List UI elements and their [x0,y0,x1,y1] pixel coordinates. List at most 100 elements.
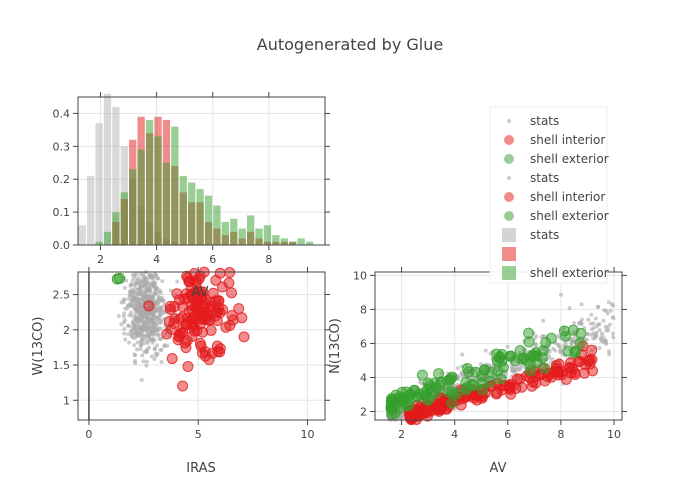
histogram-x-tick-label: 6 [209,253,216,266]
scatter-left-panel: 0 5 10 1 1.5 2 2.5 AV IRAS W(13CO) [31,266,330,476]
histogram-bar-shell-exterior [171,126,179,245]
histogram-bar-shell-exterior [289,241,297,245]
scatter-left-point-stats [158,290,163,295]
scatter-left-y-tick-label: 2.5 [53,289,71,302]
scatter-left-point-stats [156,301,161,306]
scatter-right-x-tick-label: 8 [557,428,564,441]
scatter-right-point-shell-exterior [386,394,398,406]
scatter-left-point-stats [148,337,153,342]
scatter-left-x-tick-label: 10 [301,428,315,441]
scatter-right-point-stats [585,332,590,337]
scatter-left-point-stats [138,347,143,352]
legend-entry-8-swatch [502,266,516,280]
histogram-bar-shell-exterior [162,162,171,245]
scatter-right-point-stats [550,357,555,362]
scatter-left-point-stats [122,331,127,336]
scatter-left-point-stats [148,317,153,322]
scatter-left-point-stats [143,287,148,292]
scatter-left-point-stats [129,329,134,334]
scatter-left-point-stats [155,276,160,281]
scatter-left-point-stats [119,322,124,327]
histogram-y-tick-label: 0.0 [53,239,71,252]
scatter-right-point-stats [594,324,599,329]
legend-entry-8-label: shell exterior [530,266,609,280]
histogram-bar-shell-exterior [103,231,112,245]
scatter-right-point-stats [604,328,609,333]
scatter-right-point-stats [596,304,601,309]
histogram-bar-shell-exterior [112,212,120,245]
scatter-right-point-shell-interior [491,386,503,398]
scatter-left-point-shell-interior [207,287,219,299]
scatter-right-point-stats [592,334,597,339]
scatter-left-point-stats [154,317,159,322]
scatter-left-point-stats [151,312,156,317]
scatter-right-point-shell-exterior [558,325,570,337]
scatter-right-point-shell-interior [552,365,564,377]
scatter-right-point-stats [460,352,465,357]
scatter-left-point-stats [137,287,142,292]
scatter-left-point-stats [144,363,149,368]
scatter-left-point-stats [135,306,140,311]
scatter-left-point-shell-interior [143,300,155,312]
scatter-left-point-shell-interior [166,353,178,365]
scatter-right-y-tick-label: 8 [360,303,367,316]
scatter-left-point-stats [134,333,139,338]
scatter-right-point-shell-exterior [422,394,434,406]
scatter-right-point-shell-interior [567,363,579,375]
scatter-left-point-shell-interior [212,295,224,307]
scatter-right-x-tick-label: 2 [398,428,405,441]
scatter-left-point-stats [141,295,146,300]
legend-entry-3-marker [507,176,511,180]
scatter-right-point-stats [419,381,424,386]
scatter-left-point-stats [150,297,155,302]
scatter-left-point-shell-interior [183,306,195,318]
scatter-right-point-shell-exterior [446,397,458,409]
scatter-right-point-stats [553,348,558,353]
scatter-left-point-stats [134,296,139,301]
legend-entry-0-marker [507,119,511,123]
scatter-left-point-stats [141,341,146,346]
scatter-left-point-stats [129,296,134,301]
scatter-left-point-shell-interior [164,300,176,312]
scatter-right-point-stats [559,292,564,297]
histogram-bar-shell-exterior [137,149,145,245]
scatter-left-frame [77,271,326,421]
scatter-left-point-shell-interior [203,354,215,366]
legend-entry-5-label: shell exterior [530,209,609,223]
scatter-left-point-stats [135,347,140,352]
scatter-right-point-shell-exterior [397,392,409,404]
scatter-right-panel: 2 4 6 8 10 2 4 6 8 10 AV N(13CO) [328,267,627,476]
scatter-right-xlabel: AV [490,461,507,476]
scatter-right-point-stats [399,413,404,418]
scatter-left-point-stats [145,293,150,298]
scatter-left-point-stats [159,359,164,364]
scatter-left-point-stats [127,301,132,306]
histogram-bar-shell-exterior [305,241,314,245]
scatter-left-point-stats [161,344,166,349]
scatter-right-point-shell-exterior [429,377,441,389]
scatter-left-point-stats [139,326,144,331]
scatter-right-point-stats [505,344,510,349]
chart-title: Autogenerated by Glue [257,35,443,54]
scatter-right-point-stats [588,321,593,326]
scatter-right-point-stats [569,341,574,346]
scatter-left-point-shell-interior [188,325,200,337]
scatter-right-point-shell-exterior [422,383,434,395]
scatter-left-point-stats [155,324,160,329]
scatter-left-point-stats [165,343,170,348]
scatter-right-point-shell-exterior [389,407,401,419]
scatter-right-point-stats [606,300,611,305]
scatter-right-point-shell-interior [539,375,551,387]
scatter-right-point-shell-exterior [527,349,539,361]
scatter-left-point-stats [116,314,121,319]
scatter-left-point-shell-interior [182,272,194,284]
scatter-right-y-tick-label: 10 [353,269,367,282]
histogram-bar-shell-exterior [263,225,272,245]
scatter-left-point-stats [144,349,149,354]
scatter-left-point-stats [153,273,158,278]
scatter-left-point-stats [122,311,127,316]
scatter-right-point-shell-exterior [446,385,458,397]
scatter-left-point-stats [144,316,149,321]
histogram-bar-shell-exterior [255,228,263,245]
legend-entry-4-label: shell interior [530,190,605,204]
